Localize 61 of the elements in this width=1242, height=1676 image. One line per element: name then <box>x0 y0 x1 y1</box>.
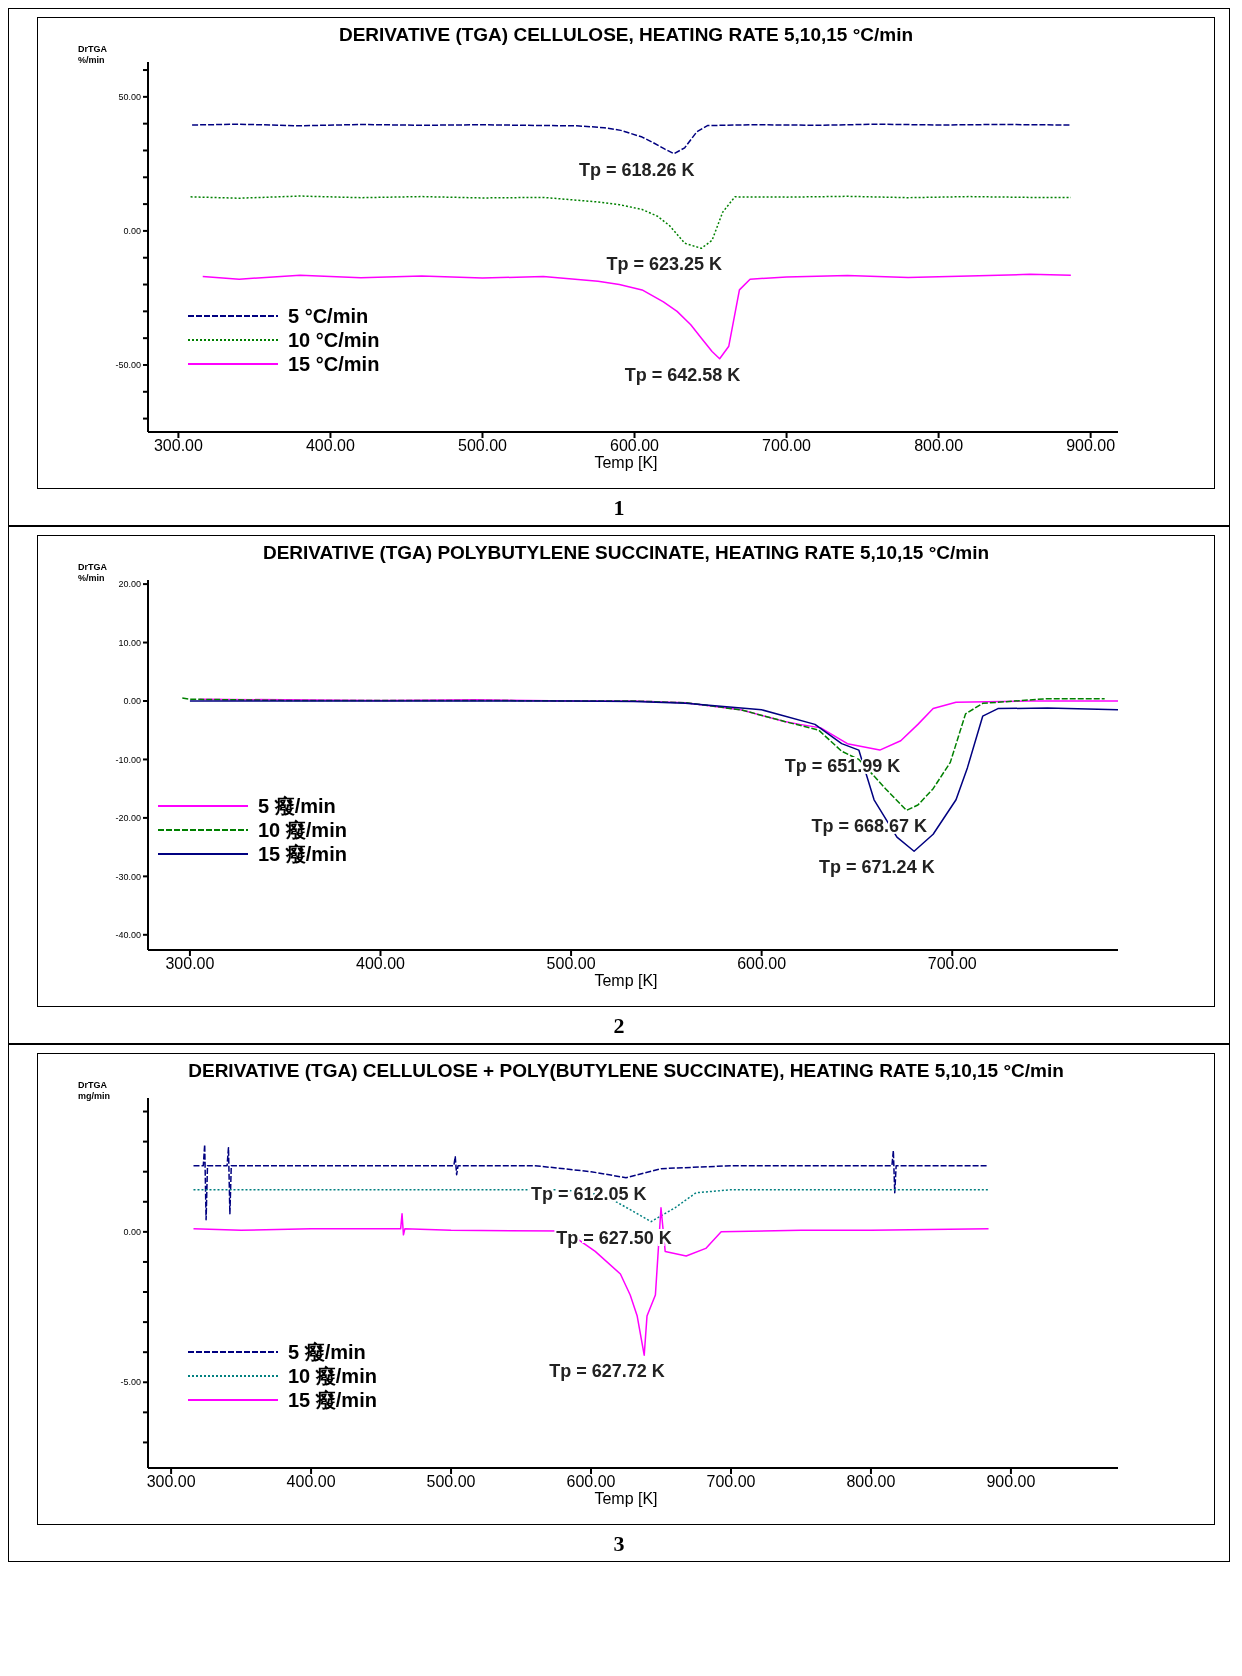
legend-label: 15 癈/min <box>288 1387 377 1413</box>
y-tick-label: 0.00 <box>123 226 141 237</box>
x-tick-label: 900.00 <box>986 1473 1036 1491</box>
legend-label: 15 °C/min <box>288 352 380 376</box>
x-tick-label: 800.00 <box>846 1473 896 1491</box>
annotation: Tp = 671.24 K <box>819 857 935 878</box>
x-axis-title: Temp [K] <box>593 1490 659 1508</box>
x-tick-label: 800.00 <box>914 437 964 455</box>
text: 3 <box>612 1531 626 1557</box>
y-tick-label: -5.00 <box>120 1377 141 1388</box>
x-tick-label: 500.00 <box>546 955 596 973</box>
y-tick-label: 50.00 <box>118 92 141 103</box>
x-axis-title: Temp [K] <box>593 454 659 472</box>
y-axis-title: DrTGA mg/min <box>78 1080 111 1102</box>
x-tick-label: 900.00 <box>1066 437 1116 455</box>
annotation: Tp = 627.72 K <box>549 1361 665 1382</box>
y-tick-label: -40.00 <box>115 930 141 940</box>
x-tick-label: 400.00 <box>286 1473 336 1491</box>
legend-label: 5 °C/min <box>288 304 369 328</box>
line-series <box>189 195 1072 250</box>
legend-label: 10 °C/min <box>288 328 380 352</box>
chart-title: DERIVATIVE (TGA) CELLULOSE + POLY(BUTYLENE SUCCINATE), HEATING RATE 5,10,15 °C/min <box>188 1060 1064 1081</box>
x-tick-label: 400.00 <box>305 437 356 455</box>
x-tick-label: 400.00 <box>356 955 406 973</box>
y-tick-label: -10.00 <box>115 754 141 765</box>
y-axis-title: DrTGA %/min <box>78 44 107 66</box>
line-series <box>192 1143 990 1221</box>
x-tick-label: 700.00 <box>762 437 812 455</box>
x-tick-label: 600.00 <box>737 955 787 973</box>
x-tick-label: 500.00 <box>426 1473 476 1491</box>
x-tick-label: 300.00 <box>165 955 215 973</box>
legend-label: 5 癈/min <box>258 793 336 819</box>
y-tick-label: 10.00 <box>118 637 141 648</box>
x-tick-label: 600.00 <box>610 437 660 455</box>
x-tick-label: 500.00 <box>458 437 508 455</box>
y-tick-label: 0.00 <box>123 696 141 707</box>
x-axis-title: Temp [K] <box>593 972 659 990</box>
legend-label: 10 癈/min <box>258 817 347 843</box>
x-tick-label: 300.00 <box>153 437 203 455</box>
x-tick-label: 600.00 <box>566 1473 616 1491</box>
y-tick-label: 20.00 <box>118 579 141 590</box>
y-tick-label: -30.00 <box>115 871 141 882</box>
x-tick-label: 700.00 <box>927 955 977 973</box>
line-series <box>191 123 1072 155</box>
annotation: Tp = 618.26 K <box>579 159 695 180</box>
chart-title: DERIVATIVE (TGA) CELLULOSE, HEATING RATE 5,10,15 °C/min <box>338 24 914 45</box>
annotation: Tp = 623.25 K <box>606 254 722 275</box>
y-tick-label: -50.00 <box>115 360 141 371</box>
y-tick-label: -20.00 <box>115 813 141 824</box>
legend-label: 5 癈/min <box>288 1339 366 1365</box>
legend-label: 10 癈/min <box>288 1363 377 1389</box>
y-tick-label: 0.00 <box>123 1227 141 1238</box>
x-tick-label: 700.00 <box>706 1473 756 1491</box>
chart-title: DERIVATIVE (TGA) POLYBUTYLENE SUCCINATE, HEATING RATE 5,10,15 °C/min <box>262 542 990 563</box>
text: 1 <box>612 495 626 521</box>
x-tick-label: 300.00 <box>146 1473 196 1491</box>
text: 2 <box>612 1013 626 1039</box>
legend-label: 15 癈/min <box>258 841 347 867</box>
annotation: Tp = 642.58 K <box>624 364 741 385</box>
y-axis-title: DrTGA %/min <box>78 562 107 584</box>
line-series <box>192 1189 990 1223</box>
